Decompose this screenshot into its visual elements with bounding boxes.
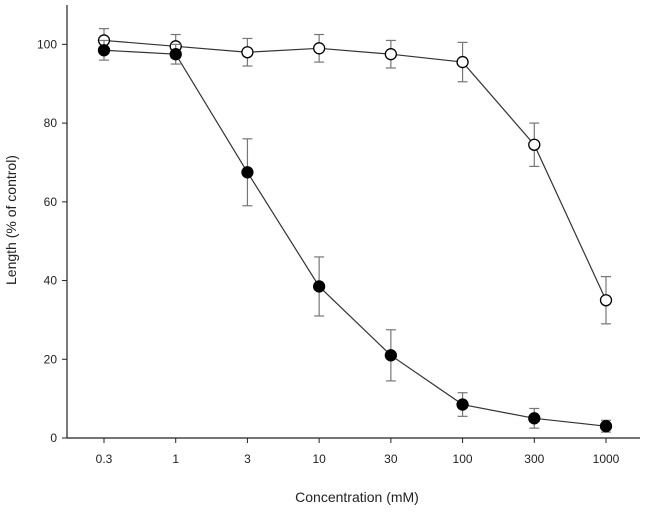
x-tick-label: 10 — [312, 452, 326, 466]
data-point — [169, 48, 182, 61]
data-point — [97, 44, 111, 57]
tick-labels: 0 20 40 60 80 100 0.3 1 3 10 30 100 300 1000 — [37, 37, 620, 466]
data-point — [312, 42, 326, 55]
data-point — [241, 166, 254, 179]
data-point — [384, 349, 398, 362]
data-point — [456, 55, 469, 69]
x-tick-label: 30 — [384, 452, 398, 466]
x-tick-label: 300 — [524, 452, 544, 466]
data-point — [528, 412, 541, 425]
data-point — [599, 420, 613, 433]
y-tick-label: 100 — [37, 37, 57, 51]
data-point — [241, 46, 254, 59]
x-axis-label: Concentration (mM) — [295, 489, 419, 505]
series-layer — [97, 28, 613, 433]
x-tick-label: 1 — [172, 452, 179, 466]
data-point — [599, 294, 613, 307]
series-2 — [97, 39, 613, 433]
x-tick-label: 3 — [244, 452, 251, 466]
y-axis-label: Length (% of control) — [3, 155, 19, 285]
x-tick-label: 0.3 — [96, 452, 113, 466]
x-tick-label: 100 — [453, 452, 473, 466]
data-point — [528, 138, 541, 151]
y-tick-label: 20 — [44, 352, 58, 366]
series-line — [103, 39, 607, 301]
x-tick-label: 1000 — [593, 452, 620, 466]
axes — [62, 5, 640, 443]
data-point — [456, 398, 469, 411]
data-point — [384, 48, 398, 61]
series-1 — [97, 28, 613, 325]
y-tick-label: 40 — [44, 274, 58, 288]
series-line — [103, 49, 607, 427]
y-tick-label: 0 — [50, 431, 57, 445]
data-point — [312, 280, 326, 293]
y-tick-label: 80 — [44, 116, 58, 130]
y-tick-label: 60 — [44, 195, 58, 209]
